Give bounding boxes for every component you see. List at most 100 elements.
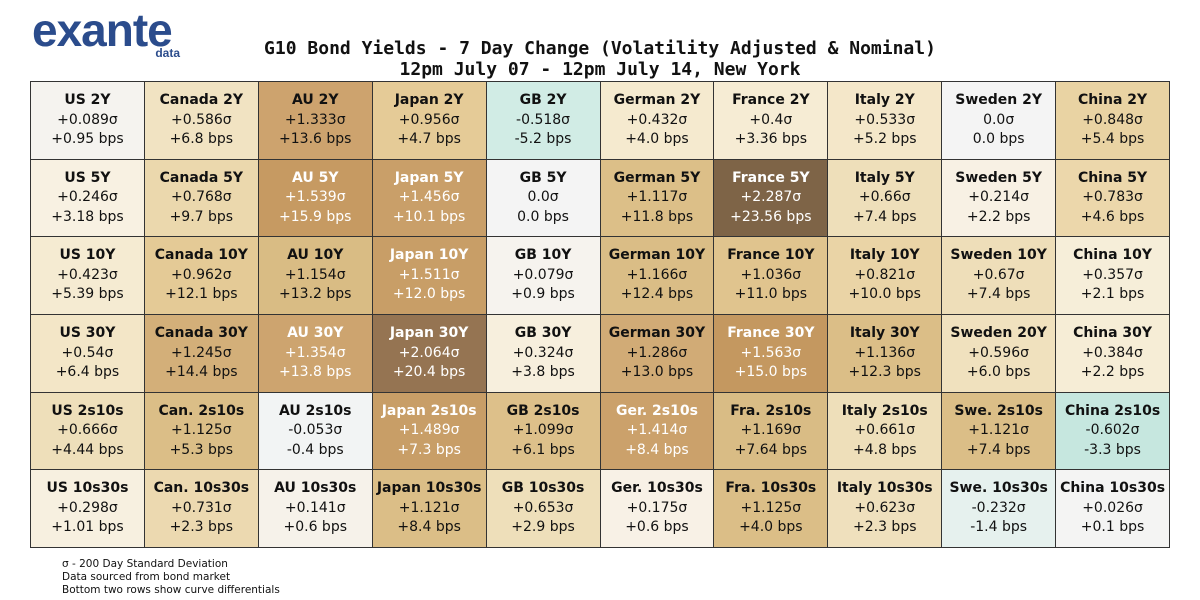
- cell-sigma-value: +1.125σ: [171, 422, 232, 439]
- cell-bps-value: +4.0 bps: [625, 131, 689, 148]
- logo-subtext: data: [155, 46, 180, 60]
- cell-sigma-value: -0.232σ: [971, 499, 1026, 516]
- cell-label: AU 5Y: [291, 169, 339, 186]
- cell-bps-value: +7.64 bps: [734, 441, 808, 458]
- cell-label: Japan 10s30s: [376, 480, 482, 497]
- cell-sigma-value: +0.141σ: [284, 499, 346, 516]
- cell-bps-value: +0.1 bps: [1080, 519, 1145, 536]
- table-cell: US 30Y +0.54σ +6.4 bps: [31, 314, 145, 393]
- cell-bps-value: +6.1 bps: [511, 441, 575, 458]
- cell-label: Ger. 10s30s: [611, 480, 703, 497]
- table-cell: Fra. 10s30s +1.125σ +4.0 bps: [714, 470, 829, 548]
- table-cell: Ger. 10s30s +0.175σ +0.6 bps: [600, 470, 715, 548]
- table-cell: Italy 5Y +0.66σ +7.4 bps: [828, 159, 943, 238]
- cell-sigma-value: +1.245σ: [171, 344, 232, 361]
- cell-sigma-value: +0.324σ: [512, 344, 574, 361]
- cell-label: GB 2Y: [519, 92, 567, 109]
- table-cell: Fra. 2s10s +1.169σ +7.64 bps: [714, 392, 829, 471]
- cell-bps-value: +8.4 bps: [397, 519, 461, 536]
- cell-sigma-value: -0.602σ: [1085, 422, 1140, 439]
- cell-sigma-value: +1.511σ: [398, 266, 460, 283]
- cell-sigma-value: +0.432σ: [626, 111, 688, 128]
- exante-logo: exante data: [32, 4, 182, 60]
- table-cell: Can. 2s10s +1.125σ +5.3 bps: [144, 392, 259, 471]
- cell-label: US 2s10s: [51, 402, 124, 419]
- table-cell: France 30Y +1.563σ +15.0 bps: [714, 314, 829, 393]
- table-cell: France 5Y +2.287σ +23.56 bps: [714, 159, 829, 238]
- table-cell: GB 5Y 0.0σ 0.0 bps: [486, 159, 601, 238]
- cell-label: France 10Y: [727, 247, 815, 264]
- cell-bps-value: -5.2 bps: [514, 131, 572, 148]
- cell-label: Italy 10s30s: [836, 480, 933, 497]
- table-cell: Japan 2s10s +1.489σ +7.3 bps: [372, 392, 487, 471]
- logo-wordmark: exante: [32, 4, 173, 56]
- table-cell: Japan 30Y +2.064σ +20.4 bps: [372, 314, 487, 393]
- table-cell: German 5Y +1.117σ +11.8 bps: [600, 159, 715, 238]
- cell-label: AU 2Y: [291, 92, 339, 109]
- cell-sigma-value: +1.354σ: [284, 344, 346, 361]
- table-cell: China 10s30s +0.026σ +0.1 bps: [1056, 470, 1170, 548]
- table-cell: Italy 10s30s +0.623σ +2.3 bps: [828, 470, 943, 548]
- cell-bps-value: -1.4 bps: [970, 519, 1028, 536]
- cell-label: Swe. 2s10s: [954, 402, 1043, 419]
- cell-sigma-value: 0.0σ: [527, 189, 559, 206]
- cell-bps-value: +15.9 bps: [279, 208, 352, 225]
- table-cell: China 10Y +0.357σ +2.1 bps: [1056, 237, 1170, 315]
- chart-title-line-2: 12pm July 07 - 12pm July 14, New York: [399, 59, 801, 80]
- cell-label: Japan 30Y: [389, 325, 469, 342]
- cell-bps-value: +4.0 bps: [739, 519, 803, 536]
- table-cell: China 2s10s -0.602σ -3.3 bps: [1056, 392, 1170, 471]
- table-cell: Canada 30Y +1.245σ +14.4 bps: [144, 314, 259, 393]
- table-cell: Canada 5Y +0.768σ +9.7 bps: [144, 159, 259, 238]
- cell-label: US 30Y: [59, 325, 116, 342]
- table-cell: AU 10s30s +0.141σ +0.6 bps: [258, 470, 373, 548]
- cell-label: US 10Y: [59, 247, 116, 264]
- cell-bps-value: +12.4 bps: [620, 286, 694, 303]
- cell-sigma-value: +1.099σ: [512, 422, 574, 439]
- table-cell: US 10Y +0.423σ +5.39 bps: [31, 237, 145, 315]
- table-cell: AU 30Y +1.354σ +13.8 bps: [258, 314, 373, 393]
- cell-bps-value: +3.8 bps: [511, 364, 575, 381]
- cell-bps-value: +13.6 bps: [279, 131, 352, 148]
- cell-label: US 2Y: [64, 92, 111, 109]
- table-cell: Canada 2Y +0.586σ +6.8 bps: [144, 82, 259, 160]
- cell-sigma-value: +0.533σ: [854, 111, 916, 128]
- cell-bps-value: +5.3 bps: [169, 441, 234, 458]
- cell-sigma-value: +1.121σ: [398, 499, 460, 516]
- cell-sigma-value: +0.586σ: [171, 111, 232, 128]
- cell-sigma-value: +1.286σ: [626, 344, 688, 361]
- cell-label: China 30Y: [1073, 325, 1153, 342]
- cell-label: Sweden 2Y: [955, 92, 1043, 109]
- table-cell: GB 2Y -0.518σ -5.2 bps: [486, 82, 601, 160]
- cell-bps-value: +3.36 bps: [734, 131, 808, 148]
- cell-label: US 10s30s: [46, 480, 129, 497]
- table-cell: Swe. 2s10s +1.121σ +7.4 bps: [942, 392, 1057, 471]
- cell-sigma-value: +0.66σ: [858, 189, 911, 206]
- cell-sigma-value: +0.384σ: [1082, 344, 1143, 361]
- cell-bps-value: +14.4 bps: [165, 364, 238, 381]
- table-cell: Sweden 20Y +0.596σ +6.0 bps: [942, 314, 1057, 393]
- cell-bps-value: +13.2 bps: [279, 286, 352, 303]
- cell-bps-value: +12.0 bps: [392, 286, 466, 303]
- table-cell: Sweden 2Y 0.0σ 0.0 bps: [942, 82, 1057, 160]
- table-cell: Japan 10Y +1.511σ +12.0 bps: [372, 237, 487, 315]
- cell-bps-value: -3.3 bps: [1084, 441, 1141, 458]
- cell-sigma-value: +1.456σ: [398, 189, 460, 206]
- table-cell: AU 2s10s -0.053σ -0.4 bps: [258, 392, 373, 471]
- table-cell: GB 10s30s +0.653σ +2.9 bps: [486, 470, 601, 548]
- table-cell: Japan 2Y +0.956σ +4.7 bps: [372, 82, 487, 160]
- cell-sigma-value: +0.821σ: [854, 266, 916, 283]
- cell-sigma-value: +0.4σ: [749, 111, 793, 128]
- cell-sigma-value: +0.026σ: [1082, 499, 1143, 516]
- cell-bps-value: +5.4 bps: [1080, 131, 1145, 148]
- cell-sigma-value: +1.563σ: [740, 344, 802, 361]
- cell-sigma-value: +2.064σ: [398, 344, 460, 361]
- cell-sigma-value: +0.623σ: [854, 499, 916, 516]
- cell-sigma-value: +0.956σ: [398, 111, 460, 128]
- cell-label: GB 10s30s: [501, 480, 585, 497]
- cell-bps-value: +0.6 bps: [625, 519, 689, 536]
- cell-label: France 5Y: [732, 169, 810, 186]
- cell-sigma-value: +0.962σ: [171, 266, 232, 283]
- cell-sigma-value: +1.333σ: [284, 111, 346, 128]
- cell-label: GB 5Y: [519, 169, 567, 186]
